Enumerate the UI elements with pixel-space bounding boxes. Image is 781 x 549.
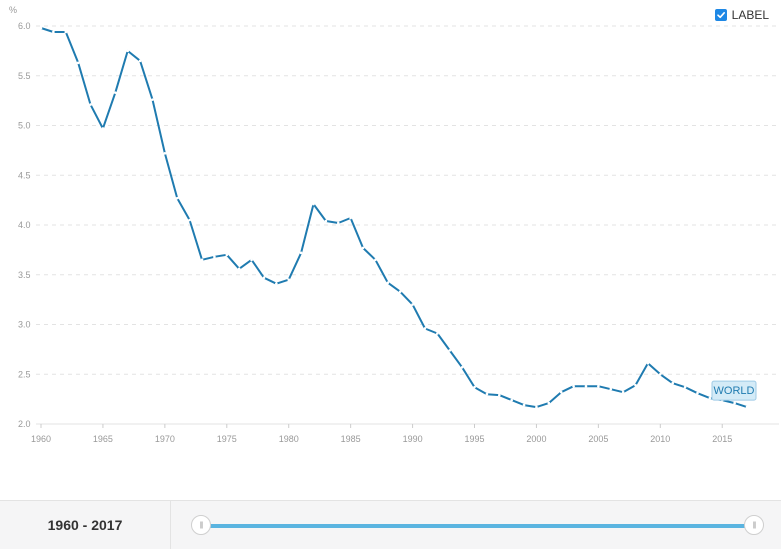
range-footer: 1960 - 2017 ||| |||: [0, 500, 781, 549]
y-tick-label: 2.5: [18, 369, 31, 379]
data-point: [324, 219, 328, 223]
data-point: [287, 278, 291, 282]
data-point: [250, 258, 253, 262]
data-point: [163, 152, 167, 155]
data-point: [262, 276, 266, 280]
x-tick-label: 1970: [155, 434, 175, 444]
data-point: [386, 281, 390, 285]
data-point: [374, 258, 377, 262]
grip-icon: |||: [199, 521, 204, 529]
data-point: [448, 349, 452, 352]
x-tick-label: 1980: [279, 434, 299, 444]
series-line: [40, 27, 748, 409]
range-label: 1960 - 2017: [47, 517, 123, 533]
x-tick-label: 2015: [712, 434, 732, 444]
data-point: [188, 218, 191, 222]
data-point: [609, 387, 613, 391]
data-point: [64, 30, 68, 34]
data-point: [522, 403, 526, 407]
checkbox-checked-icon[interactable]: [714, 9, 727, 21]
data-point: [745, 405, 749, 409]
data-point: [299, 251, 303, 255]
y-tick-label: 2.0: [18, 419, 31, 429]
y-axis-label: %: [9, 5, 17, 15]
data-point: [151, 98, 154, 101]
y-tick-label: 4.5: [18, 170, 31, 180]
data-point: [436, 332, 439, 335]
data-point: [473, 385, 476, 389]
data-point: [597, 384, 600, 388]
data-point: [460, 365, 464, 369]
data-point: [237, 267, 241, 271]
data-point: [52, 30, 55, 34]
data-point: [683, 385, 687, 389]
footer-divider: [170, 501, 171, 549]
x-tick-label: 1960: [31, 434, 51, 444]
data-point: [671, 381, 674, 385]
chart-area: 2.0 2.5 3.0 3.5 4.0 4.5 5.0 5.5 6.0% 1960 1965 1970…: [9, 5, 779, 444]
data-point: [547, 401, 551, 405]
series-label: WORLD: [714, 385, 755, 397]
data-point: [336, 221, 340, 225]
x-tick-label: 1965: [93, 434, 113, 444]
data-point: [485, 392, 489, 396]
data-point: [708, 396, 712, 400]
data-point: [535, 405, 538, 409]
y-tick-label: 3.0: [18, 320, 31, 330]
data-point: [497, 393, 501, 397]
data-point: [658, 372, 662, 376]
data-point: [559, 390, 563, 394]
data-point: [621, 390, 625, 394]
y-tick-label: 4.0: [18, 220, 31, 230]
label-toggle-text: LABEL: [731, 8, 769, 22]
y-tick-label: 6.0: [18, 21, 31, 31]
data-point: [126, 49, 130, 53]
range-slider-track[interactable]: [201, 524, 754, 528]
data-point: [349, 216, 352, 220]
x-tick-label: 2005: [588, 434, 608, 444]
x-tick-label: 1975: [217, 434, 237, 444]
line-chart: 2.0 2.5 3.0 3.5 4.0 4.5 5.0 5.5 6.0% 1960 1965 1970…: [9, 5, 779, 444]
data-point: [89, 103, 92, 106]
x-tick-label: 1985: [341, 434, 361, 444]
y-tick-label: 3.5: [18, 270, 31, 280]
x-tick-label: 2010: [650, 434, 670, 444]
data-point: [225, 253, 229, 257]
label-toggle[interactable]: LABEL: [714, 8, 769, 22]
data-point: [584, 384, 588, 388]
data-point: [733, 401, 736, 405]
y-tick-label: 5.5: [18, 71, 31, 81]
data-point: [200, 258, 204, 262]
data-point: [423, 327, 427, 330]
x-tick-label: 1995: [464, 434, 484, 444]
data-point: [76, 61, 80, 65]
data-point: [361, 246, 365, 250]
data-point: [411, 303, 414, 306]
data-point: [213, 255, 216, 259]
data-point: [101, 127, 105, 130]
data-point: [138, 59, 142, 63]
data-point: [114, 91, 117, 94]
series-label-box: [711, 380, 757, 401]
data-point: [312, 202, 315, 206]
x-tick-label: 1990: [403, 434, 423, 444]
data-point: [572, 384, 575, 388]
data-point: [175, 196, 179, 200]
data-point: [398, 290, 402, 293]
y-tick-label: 5.0: [18, 121, 31, 131]
data-point: [275, 282, 278, 286]
x-tick-label: 2000: [526, 434, 546, 444]
data-point: [510, 398, 513, 402]
data-point: [646, 362, 650, 365]
range-slider-start-handle[interactable]: |||: [191, 515, 211, 535]
data-point: [634, 383, 637, 387]
grip-icon: |||: [752, 521, 757, 529]
data-point: [696, 391, 699, 395]
range-slider-end-handle[interactable]: |||: [744, 515, 764, 535]
data-point: [39, 26, 43, 30]
